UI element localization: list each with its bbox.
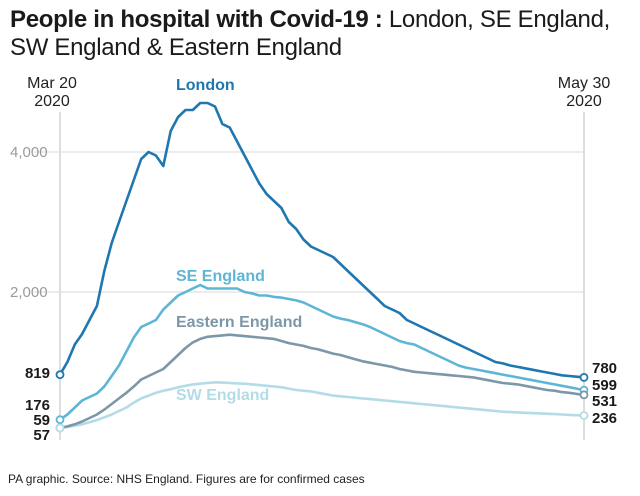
- chart-title: People in hospital with Covid-19 : Londo…: [10, 6, 630, 62]
- series-line-se-england: [58, 283, 586, 422]
- series-line-london: [58, 101, 586, 379]
- end-marker-sw-england: [579, 411, 589, 420]
- end-value-label: 236: [592, 410, 617, 427]
- series-label: London: [176, 77, 235, 94]
- end-value-label: 780: [592, 360, 617, 377]
- series-label: Eastern England: [176, 314, 302, 331]
- x-start-label-line2: 2020: [34, 93, 70, 110]
- end-marker-eastern-england: [579, 390, 589, 400]
- start-value-label: 819: [25, 365, 50, 382]
- start-marker-london: [55, 370, 65, 380]
- title-bold: People in hospital with Covid-19 :: [10, 6, 383, 33]
- x-end-label-line2: 2020: [566, 93, 602, 110]
- series-line-sw-england: [58, 380, 586, 430]
- end-value-label: 531: [592, 393, 617, 410]
- start-value-label: 176: [25, 397, 50, 414]
- y-tick-label: 4,000: [10, 144, 48, 161]
- x-end-label-line1: May 30: [558, 75, 611, 92]
- start-value-label: 59: [33, 412, 50, 429]
- start-marker-se-england: [55, 415, 65, 425]
- series-label: SW England: [176, 387, 269, 404]
- x-start-label-line1: Mar 20: [27, 75, 77, 92]
- series-label: SE England: [176, 268, 265, 285]
- source-footer: PA graphic. Source: NHS England. Figures…: [8, 472, 365, 486]
- series-line-eastern-england: [58, 333, 586, 430]
- y-tick-label: 2,000: [10, 284, 48, 301]
- start-marker-sw-england: [55, 423, 65, 433]
- start-value-label: 57: [33, 427, 50, 444]
- end-value-label: 599: [592, 377, 617, 394]
- title-light: London, SE England, SW England & Eastern…: [10, 6, 611, 61]
- end-marker-london: [579, 372, 589, 382]
